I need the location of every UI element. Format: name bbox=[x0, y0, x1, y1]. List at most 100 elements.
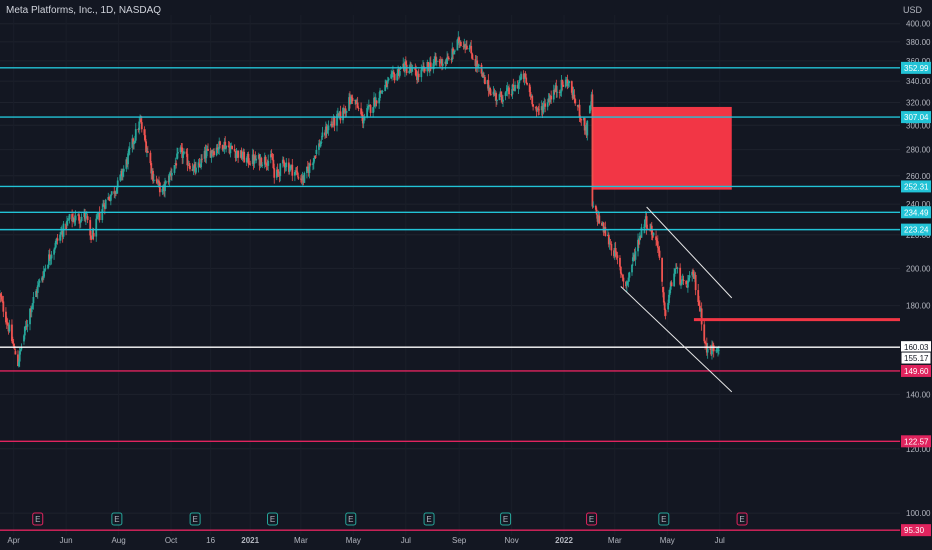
candle bbox=[330, 117, 333, 129]
candle bbox=[652, 232, 655, 237]
candle bbox=[42, 265, 45, 281]
candle bbox=[560, 74, 563, 97]
channel-upper-line[interactable] bbox=[646, 206, 733, 299]
candle bbox=[637, 233, 639, 257]
svg-text:95.30: 95.30 bbox=[904, 526, 925, 535]
candles-layer bbox=[0, 31, 720, 368]
candle bbox=[468, 44, 471, 52]
candle bbox=[550, 90, 553, 104]
candle bbox=[360, 102, 362, 116]
candle bbox=[379, 87, 381, 101]
earnings-marker[interactable]: E bbox=[32, 512, 44, 526]
candle bbox=[179, 145, 182, 154]
candle bbox=[255, 155, 258, 164]
candle bbox=[291, 158, 294, 182]
candle bbox=[490, 89, 492, 96]
x-tick-label: Sep bbox=[452, 536, 467, 545]
candle bbox=[345, 110, 348, 117]
x-tick-label: Jun bbox=[60, 536, 73, 545]
earnings-marker[interactable]: E bbox=[267, 512, 279, 526]
y-tick-label: 400.00 bbox=[906, 20, 931, 29]
price-tag: 307.04 bbox=[901, 111, 931, 124]
candle bbox=[610, 241, 613, 256]
candle bbox=[227, 141, 230, 148]
candle bbox=[712, 342, 715, 358]
candle bbox=[640, 223, 643, 238]
earnings-marker[interactable]: E bbox=[658, 512, 670, 526]
candle bbox=[23, 334, 25, 345]
channel-lower-line[interactable] bbox=[620, 286, 733, 393]
candle bbox=[195, 161, 197, 175]
candle bbox=[207, 143, 209, 151]
candle bbox=[14, 348, 17, 355]
candle bbox=[5, 307, 7, 325]
svg-text:252.31: 252.31 bbox=[904, 182, 929, 191]
candle bbox=[706, 342, 709, 359]
candle bbox=[152, 168, 154, 184]
y-tick-label: 360.00 bbox=[906, 57, 931, 66]
candle bbox=[30, 305, 33, 318]
candle bbox=[556, 86, 559, 98]
candle bbox=[19, 349, 22, 355]
candle bbox=[544, 99, 547, 113]
candle bbox=[393, 73, 396, 84]
candle bbox=[583, 117, 586, 135]
candle bbox=[484, 74, 486, 85]
price-tag: 352.99 bbox=[901, 61, 931, 74]
y-tick-label: 280.00 bbox=[906, 146, 931, 155]
candle bbox=[320, 135, 323, 145]
candle bbox=[175, 160, 178, 169]
gap-zone[interactable] bbox=[592, 106, 732, 190]
candle bbox=[638, 232, 641, 245]
y-tick-label: 300.00 bbox=[906, 121, 931, 130]
candle bbox=[222, 148, 225, 152]
candle bbox=[626, 281, 629, 285]
candle bbox=[470, 39, 473, 54]
candle bbox=[213, 148, 215, 157]
x-tick-label: Aug bbox=[111, 536, 125, 545]
candle bbox=[508, 84, 510, 99]
y-tick-label: 260.00 bbox=[906, 172, 931, 181]
earnings-marker[interactable]: E bbox=[423, 512, 435, 526]
candle bbox=[115, 187, 118, 195]
candle bbox=[333, 115, 336, 132]
candle bbox=[219, 140, 221, 149]
earnings-marker[interactable]: E bbox=[111, 512, 123, 526]
candle bbox=[8, 319, 11, 333]
candle bbox=[504, 91, 507, 101]
candle bbox=[318, 139, 320, 156]
candle bbox=[480, 62, 483, 77]
candle bbox=[96, 212, 98, 220]
candle bbox=[225, 145, 227, 153]
svg-text:234.49: 234.49 bbox=[904, 208, 929, 217]
candle bbox=[489, 86, 491, 96]
y-tick-label: 240.00 bbox=[906, 200, 931, 209]
earnings-marker[interactable]: E bbox=[345, 512, 357, 526]
candle bbox=[267, 154, 270, 171]
candle bbox=[200, 154, 203, 170]
candle bbox=[164, 180, 167, 185]
earnings-marker[interactable]: E bbox=[189, 512, 201, 526]
candle bbox=[314, 155, 317, 160]
candle bbox=[591, 89, 594, 209]
candle bbox=[487, 74, 490, 97]
earnings-marker[interactable]: E bbox=[736, 512, 748, 526]
y-tick-label: 120.00 bbox=[906, 445, 931, 454]
candle bbox=[43, 268, 46, 277]
x-tick-label: Jul bbox=[715, 536, 725, 545]
x-tick-label: 2022 bbox=[555, 536, 573, 545]
levels-layer bbox=[0, 67, 900, 531]
candle bbox=[237, 150, 240, 163]
candle bbox=[517, 82, 520, 94]
candle bbox=[245, 156, 248, 167]
currency-label[interactable]: USD bbox=[902, 5, 922, 15]
candle bbox=[711, 340, 713, 360]
earnings-marker[interactable]: E bbox=[586, 512, 598, 526]
candle bbox=[315, 145, 318, 156]
candle bbox=[103, 200, 105, 206]
candle bbox=[372, 106, 375, 118]
candle bbox=[275, 166, 278, 181]
earnings-marker[interactable]: E bbox=[500, 512, 512, 526]
candle bbox=[312, 157, 315, 170]
